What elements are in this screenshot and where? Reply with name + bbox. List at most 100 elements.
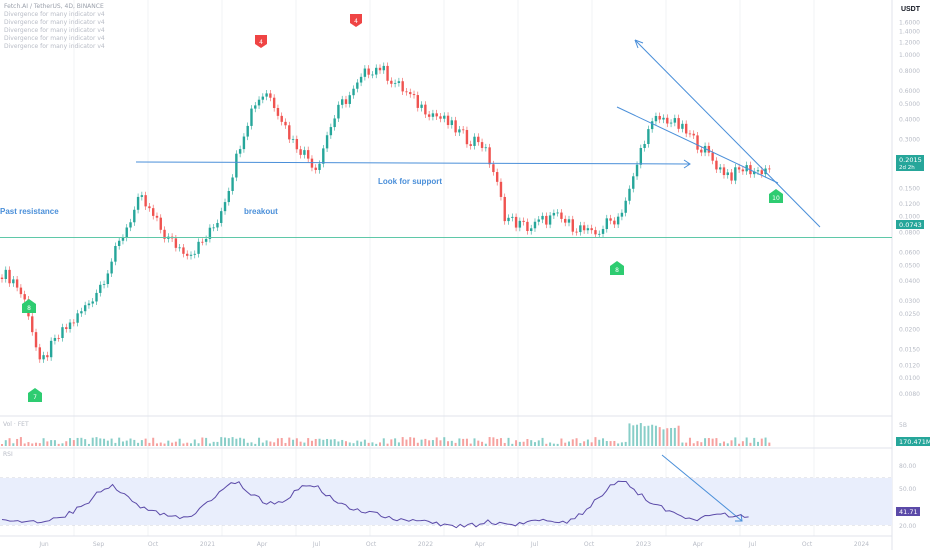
candle-body [405, 91, 408, 93]
volume-bar [337, 441, 340, 446]
volume-bar [753, 437, 756, 446]
volume-bar [182, 443, 185, 446]
volume-bar [329, 439, 332, 446]
candle-body [598, 233, 601, 235]
candle-body [537, 219, 540, 222]
volume-bar [114, 442, 117, 446]
volume-bar [273, 442, 276, 446]
candle-body [117, 240, 121, 246]
indicator-line[interactable]: Divergence for many indicator v4 [4, 27, 105, 34]
candle-body [155, 215, 159, 218]
volume-bar [95, 437, 98, 446]
candle-body [341, 99, 344, 105]
candle-body [409, 92, 412, 95]
rsi-level-20: 20.00 [899, 523, 916, 530]
volume-bar [397, 442, 400, 446]
indicator-line[interactable]: Divergence for many indicator v4 [4, 11, 105, 18]
volume-bar [167, 440, 170, 446]
candle-body [140, 195, 144, 197]
indicator-line[interactable]: Divergence for many indicator v4 [4, 35, 105, 42]
volume-bar [416, 442, 419, 446]
candle-body [719, 167, 722, 170]
volume-bar [662, 429, 665, 446]
volume-bar [224, 437, 227, 446]
volume-bar [503, 442, 506, 446]
level-price: 0.0743 [899, 221, 922, 229]
candle-body [734, 167, 737, 181]
volume-bar [435, 437, 438, 446]
volume-bar [447, 441, 450, 446]
volume-bar [371, 442, 374, 446]
volume-bar [685, 442, 688, 446]
volume-bar [428, 440, 431, 446]
volume-bar [518, 441, 521, 446]
candle-body [231, 177, 234, 191]
candle-body [325, 135, 329, 149]
candle-body [276, 107, 280, 116]
volume-bar [65, 441, 68, 446]
price-axis: 1.6000 1.4000 1.2000 1.0000 0.8000 0.6000 0.50… [899, 19, 920, 398]
volume-bar [193, 439, 196, 446]
volume-bar [586, 439, 589, 446]
volume-bar [681, 442, 684, 446]
price-axis-label: 0.1500 [899, 185, 920, 192]
candle-body [601, 229, 605, 234]
volume-bar [159, 442, 162, 446]
volume-bar [148, 442, 151, 446]
volume-value-badge [896, 437, 930, 446]
time-axis: Jun Sep Oct 2021 Apr Jul Oct 2022 Apr Jul Oct 2023 A… [38, 541, 869, 548]
volume-bar [322, 439, 325, 446]
candle-body [186, 253, 189, 256]
wedge-lower-line [616, 106, 779, 184]
candle-body [246, 125, 249, 137]
candle-body [197, 241, 200, 254]
candle-body [703, 145, 707, 153]
indicator-line[interactable]: Divergence for many indicator v4 [4, 19, 105, 26]
candle-body [730, 172, 733, 181]
candle-body [484, 147, 488, 149]
candle-body [329, 127, 333, 136]
time-axis-label: Jun [38, 541, 49, 548]
volume-bar [344, 441, 347, 446]
candle-body [382, 65, 385, 71]
candle-body [473, 136, 476, 146]
candle-body [57, 337, 60, 339]
candle-body [650, 121, 654, 130]
current-price: 0.2015 [899, 156, 922, 164]
candle-body [768, 168, 771, 170]
drawings [0, 39, 892, 522]
candle-body [390, 80, 393, 84]
volume-bar [299, 441, 302, 446]
currency-label[interactable]: USDT [900, 6, 920, 13]
candle-body [378, 67, 382, 71]
volume-bar [579, 443, 582, 446]
volume-bar [367, 442, 370, 446]
volume-bar [80, 437, 83, 446]
volume-bar [738, 443, 741, 446]
candle-body [72, 322, 76, 324]
candle-body [23, 294, 26, 300]
volume-bar [326, 438, 329, 446]
candle-body [352, 88, 355, 96]
volume-bar [50, 440, 53, 446]
candle-body [12, 279, 15, 284]
candle-body [401, 81, 404, 92]
volume-bar [613, 440, 616, 446]
candle-body [159, 217, 162, 230]
candle-body [715, 160, 718, 170]
candles [0, 62, 771, 363]
candle-body [582, 225, 586, 231]
indicator-line[interactable]: Divergence for many indicator v4 [4, 43, 105, 50]
candle-body [201, 241, 204, 243]
time-axis-label: Oct [584, 541, 595, 548]
volume-bar [348, 442, 351, 446]
volume-bar [473, 438, 476, 446]
candle-body [469, 144, 472, 146]
candle-body [371, 74, 374, 76]
rsi-level-50: 50.00 [899, 486, 916, 493]
time-axis-label: Jul [748, 541, 757, 548]
rsi-band [0, 478, 892, 525]
symbol-title[interactable]: Fetch.AI / TetherUS, 4D, BINANCE [4, 3, 104, 10]
annotation-look-for-support: Look for support [378, 177, 442, 186]
